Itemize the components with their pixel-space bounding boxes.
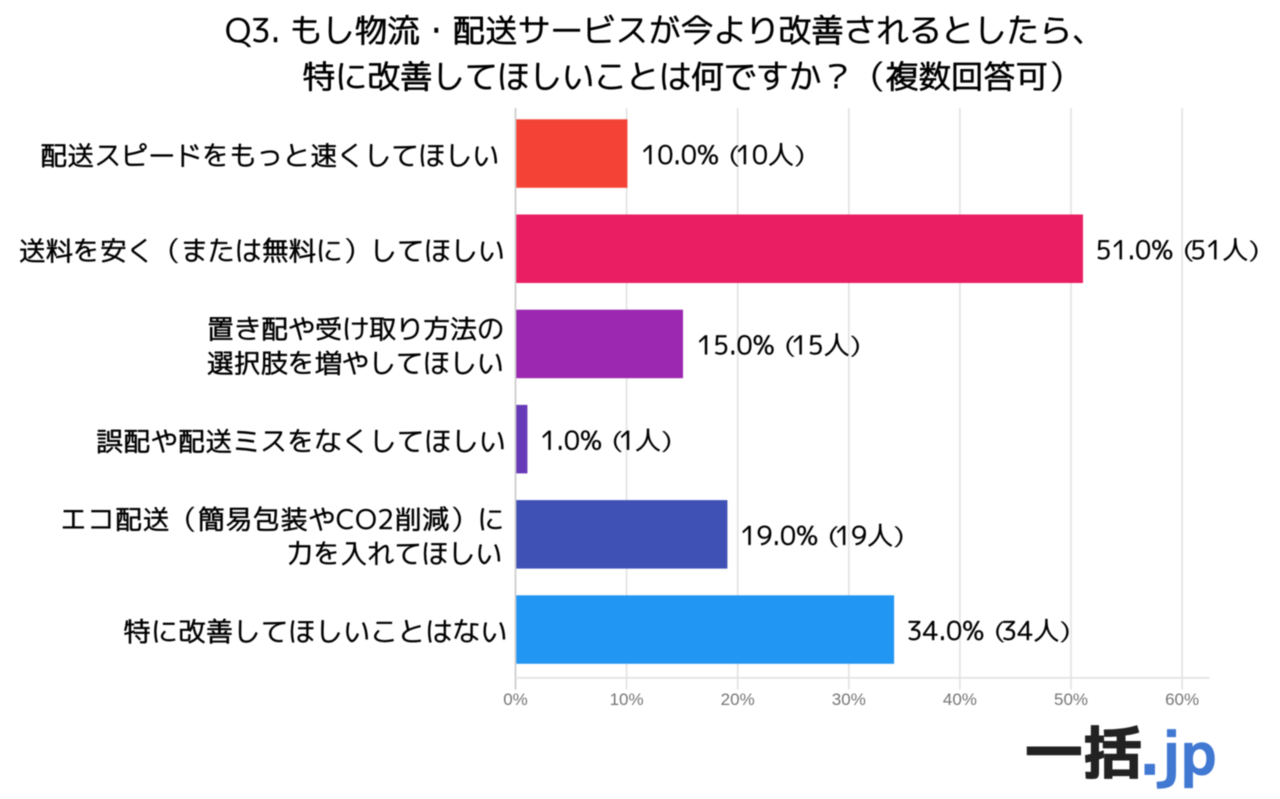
svg-text:30%: 30% — [832, 690, 866, 709]
svg-text:60%: 60% — [1165, 690, 1199, 709]
svg-text:50%: 50% — [1054, 690, 1088, 709]
svg-text:10%: 10% — [610, 690, 644, 709]
svg-text:20%: 20% — [721, 690, 755, 709]
svg-text:0%: 0% — [503, 690, 528, 709]
svg-text:40%: 40% — [943, 690, 977, 709]
